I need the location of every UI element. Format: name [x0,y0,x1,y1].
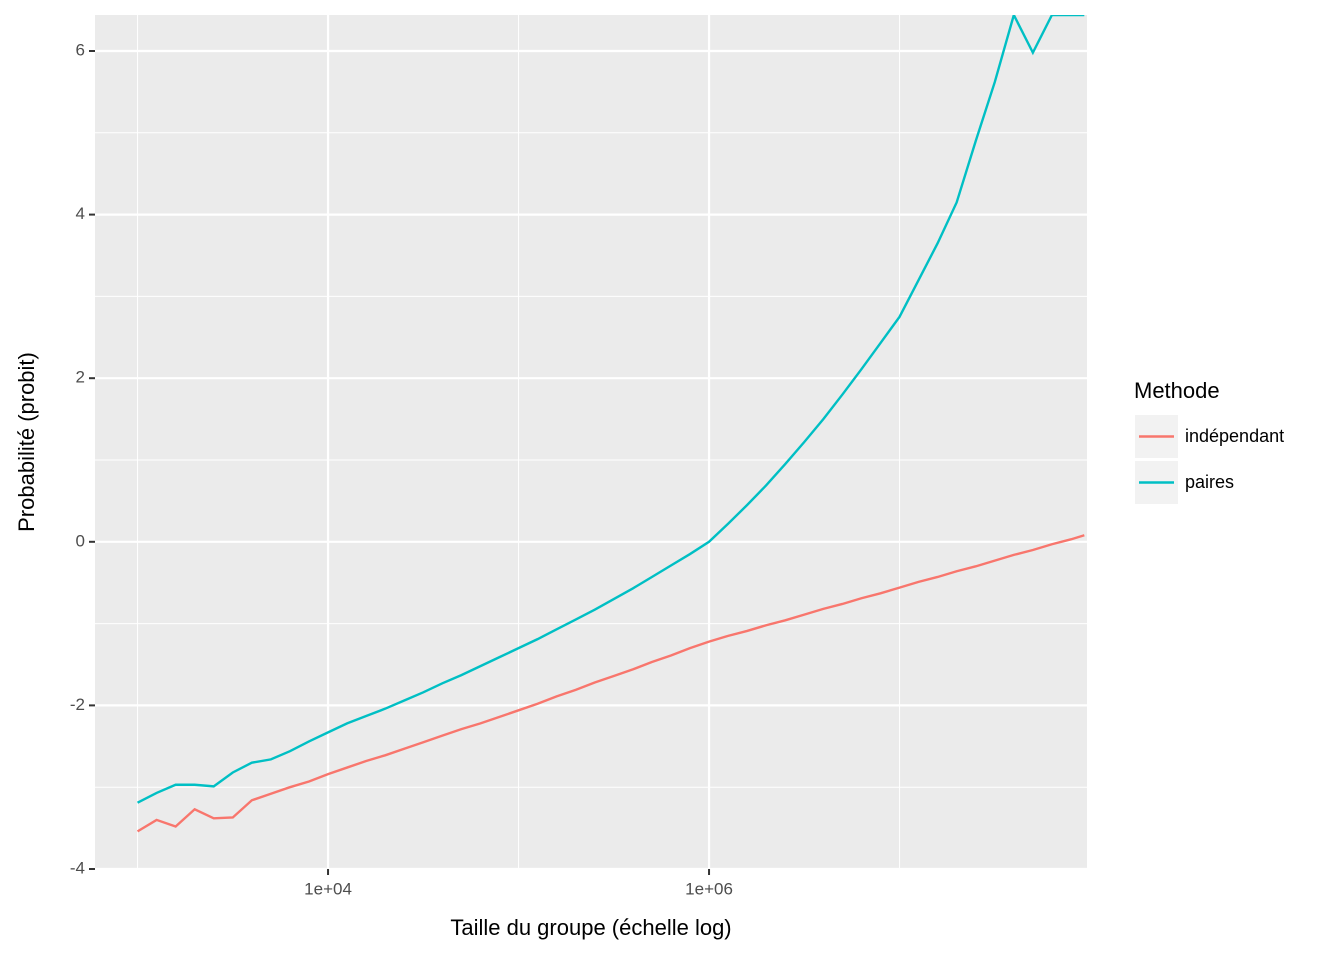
legend-label: indépendant [1185,426,1284,446]
x-tick-label: 1e+04 [304,879,352,898]
y-tick-label: 6 [76,40,85,59]
y-tick-label: 0 [76,531,85,550]
y-tick-label: 2 [76,368,85,387]
x-axis-title: Taille du groupe (échelle log) [450,915,731,940]
y-tick-label: -2 [70,695,85,714]
y-tick-label: 4 [76,204,85,223]
data-line [136,534,1085,833]
x-tick-label: 1e+06 [685,879,733,898]
y-axis-title: Probabilité (probit) [14,352,39,532]
data-line [136,15,1085,804]
plot-panel [95,15,1087,869]
legend-title: Methode [1134,378,1220,403]
y-tick-label: -4 [70,858,85,877]
legend-label: paires [1185,472,1234,492]
